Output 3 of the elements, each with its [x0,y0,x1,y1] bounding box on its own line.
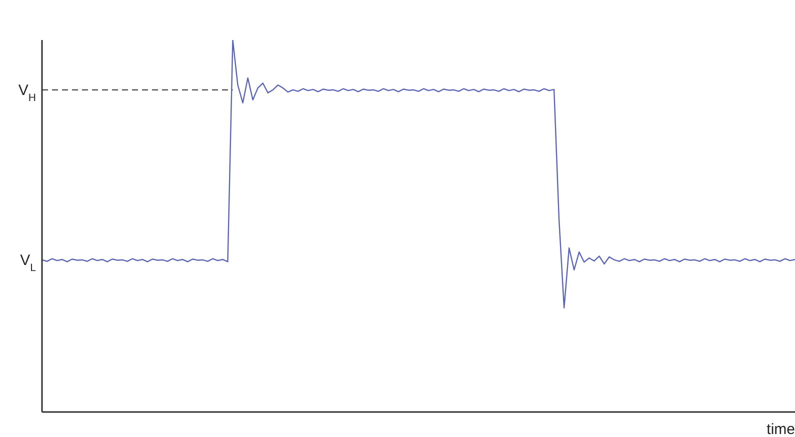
x-axis-title: time [766,421,795,437]
ref-line-label: V$_{H}$ [18,82,36,104]
text: V$_{L}$ [20,252,36,274]
